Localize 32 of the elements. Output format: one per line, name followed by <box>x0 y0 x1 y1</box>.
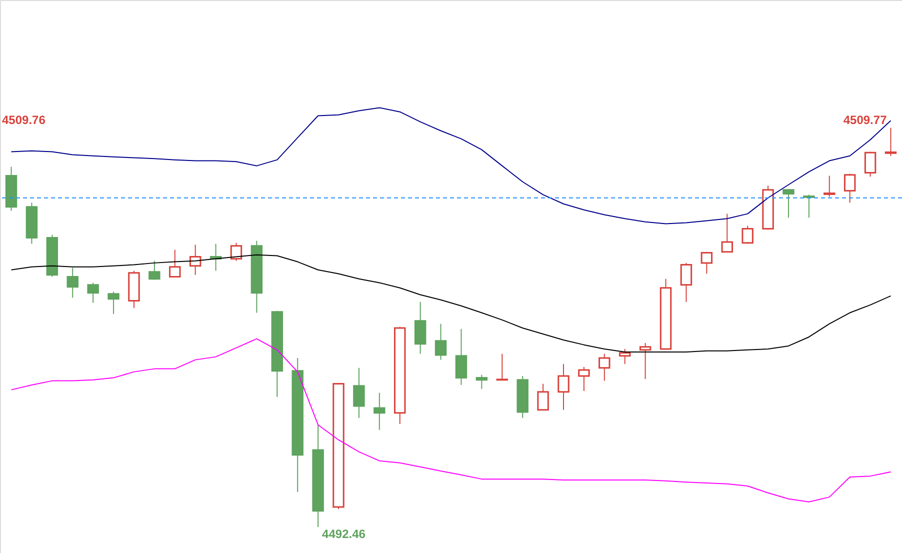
candlestick <box>824 175 836 198</box>
candlestick <box>353 367 365 418</box>
candlestick <box>434 323 447 360</box>
candlestick <box>230 242 242 262</box>
candlestick <box>803 194 815 218</box>
candlestick <box>598 353 610 382</box>
candlestick <box>639 342 652 380</box>
candlestick <box>374 392 386 430</box>
candlestick <box>537 383 549 411</box>
candlestick <box>558 363 570 410</box>
candlestick <box>476 374 488 390</box>
candlestick <box>700 251 713 274</box>
candlestick <box>844 173 856 204</box>
candlestick <box>864 151 876 178</box>
candlestick <box>414 301 426 354</box>
candlestick <box>496 353 508 381</box>
candlestick <box>169 249 181 278</box>
candlestick <box>782 189 794 218</box>
candlestick <box>578 366 590 392</box>
candlestick <box>721 213 733 253</box>
text: 4492.46 <box>322 527 366 542</box>
candlestick <box>66 267 78 298</box>
candlestick <box>742 225 754 244</box>
candlestick <box>884 127 897 156</box>
text: 4509.77 <box>843 112 888 127</box>
text: 4509.76 <box>2 113 46 127</box>
candlestick <box>87 282 99 304</box>
candlestick <box>148 260 160 280</box>
candlestick <box>455 328 468 386</box>
candlestick <box>618 348 631 364</box>
candlestick <box>680 262 692 302</box>
candlestick <box>108 291 120 314</box>
